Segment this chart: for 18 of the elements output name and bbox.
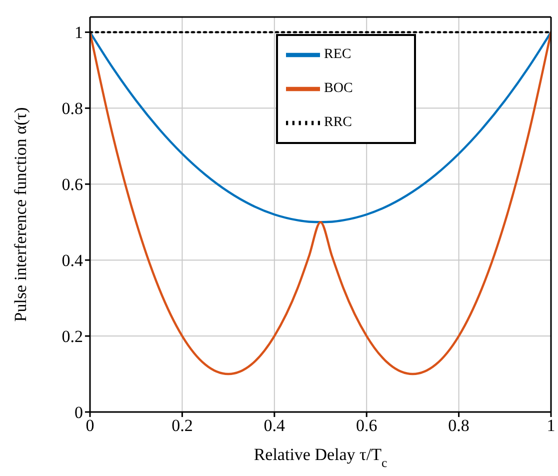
x-tick-label: 0.4 [264,416,286,436]
x-tick-label: 0.8 [448,416,470,436]
x-axis-title: Relative Delay τ/T$_{c}$ [254,445,388,470]
y-tick-label: 1 [74,23,83,42]
line-series [90,31,551,376]
y-tick-label: 0.6 [62,175,83,194]
legend-label: RRC [324,115,352,130]
x-tick-label: 0.6 [356,416,378,436]
line-series [90,31,551,224]
y-tick-label: 0 [74,403,83,422]
x-tick-label: 0.2 [172,416,193,436]
y-tick-label: 0.2 [62,327,83,346]
y-axis-title: Pulse interference function α(τ) [11,107,30,322]
y-tick-label: 0.4 [62,251,84,270]
legend-label: REC [324,47,352,62]
x-tick-label: 1 [546,416,556,436]
legend-label: BOC [324,81,353,96]
y-tick-label: 0.8 [62,99,83,118]
